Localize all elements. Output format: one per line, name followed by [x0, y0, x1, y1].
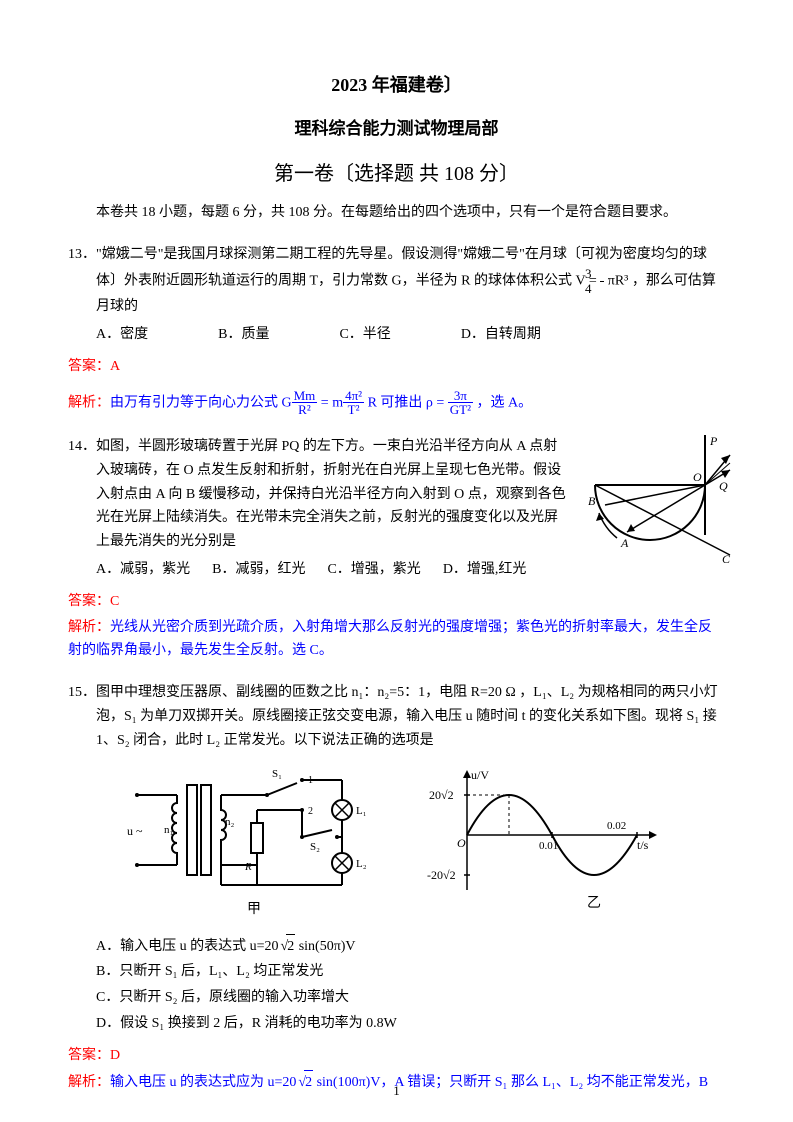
section-title: 第一卷〔选择题 共 108 分〕 — [68, 157, 725, 191]
question-14: 14．如图，半圆形玻璃砖置于光屏 PQ 的左下方。一束白光沿半径方向从 A 点射… — [68, 435, 725, 582]
frac-den: GT² — [448, 403, 473, 417]
frac3: 3πGT² — [448, 389, 473, 417]
frac1: MmR² — [292, 389, 318, 417]
q13-explanation: 解析：由万有引力等于向心力公式 GMmR² = m4π²T² R 可推出 ρ =… — [68, 389, 725, 417]
ytick2: -20√2 — [427, 868, 456, 882]
label-n2: n₂ — [225, 816, 235, 828]
q14-diagram: P Q O B A C — [585, 435, 735, 565]
q15-figures: u ~ n₁ n₂ S₁ 1 2 — [68, 765, 725, 920]
q13-opt-c: C．半径 — [339, 323, 390, 347]
frac-num: Mm — [292, 389, 318, 404]
q14-explanation: 解析：光线从光密介质到光疏介质，入射角增大那么反射光的强度增强；紫色光的折射率最… — [68, 616, 725, 664]
label-l1: L₁ — [356, 805, 367, 817]
q15-circuit-diagram: u ~ n₁ n₂ S₁ 1 2 — [127, 765, 377, 920]
expl-label: 解析： — [68, 620, 110, 635]
label-s2: S₂ — [310, 841, 320, 853]
q15-opt-a: A．输入电压 u 的表达式 u=202 sin(50π)V — [96, 934, 725, 959]
q15-options: A．输入电压 u 的表达式 u=202 sin(50π)V B．只断开 S₁ 后… — [68, 934, 725, 1036]
q14-opt-b: B．减弱，红光 — [212, 558, 305, 582]
origin: O — [457, 836, 466, 850]
expl-a: 由万有引力等于向心力公式 G — [110, 395, 292, 410]
q15-sine-graph: u/V t/s O 20√2 -20√2 0.01 0.02 乙 — [427, 765, 667, 920]
q15-text: 图甲中理想变压器原、副线圈的匝数之比 n₁：n₂=5：1，电阻 R=20 Ω ，… — [96, 685, 718, 748]
q13-opt-a: A．密度 — [96, 323, 148, 347]
label-s1: S₁ — [272, 768, 282, 780]
q14-text: 如图，半圆形玻璃砖置于光屏 PQ 的左下方。一束白光沿半径方向从 A 点射入玻璃… — [96, 439, 566, 549]
q15-num: 15． — [68, 685, 96, 700]
label-l2: L₂ — [356, 858, 367, 870]
label-p: P — [709, 435, 718, 448]
page-number: 1 — [0, 1080, 793, 1102]
caption-yi: 乙 — [587, 895, 601, 911]
q13-opt-d: D．自转周期 — [461, 323, 541, 347]
q15-answer: 答案：D — [68, 1044, 725, 1068]
q13-opt-b: B．质量 — [218, 323, 269, 347]
label-b: B — [588, 494, 596, 508]
ytick1: 20√2 — [429, 788, 454, 802]
q14-num: 14． — [68, 439, 96, 454]
frac-num: 4π² — [343, 389, 364, 404]
label-u: u ~ — [127, 824, 143, 838]
expl-c: R 可推出 ρ = — [364, 395, 448, 410]
q14-opt-d: D．增强,红光 — [443, 558, 527, 582]
exam-title: 2023 年福建卷〕 — [68, 70, 725, 101]
q13-num: 13． — [68, 247, 96, 262]
expl-text: 光线从光密介质到光疏介质，入射角增大那么反射光的强度增强；紫色光的折射率最大，发… — [68, 620, 712, 659]
expl-b: = m — [317, 395, 343, 410]
q15-opt-b: B．只断开 S₁ 后，L₁、L₂ 均正常发光 — [96, 960, 725, 984]
q13-options: A．密度 B．质量 C．半径 D．自转周期 — [68, 323, 725, 347]
q15-opt-d: D．假设 S₁ 换接到 2 后，R 消耗的电功率为 0.8W — [96, 1012, 725, 1036]
frac-den: T² — [343, 403, 364, 417]
frac-num: 3π — [448, 389, 473, 404]
frac2: 4π²T² — [343, 389, 364, 417]
q15-opt-c: C．只断开 S₂ 后，原线圈的输入功率增大 — [96, 986, 725, 1010]
xlabel: t/s — [637, 838, 649, 852]
q14-opt-a: A．减弱，紫光 — [96, 558, 190, 582]
label-r: R — [244, 861, 252, 873]
q14-answer: 答案：C — [68, 590, 725, 614]
ylabel: u/V — [471, 768, 489, 782]
opt-a-post: sin(50π)V — [295, 939, 355, 954]
q13-stem: 13．"嫦娥二号"是我国月球探测第二期工程的先导星。假设测得"嫦娥二号"在月球〔… — [68, 243, 725, 319]
caption-jia: 甲 — [247, 902, 261, 917]
q14-options: A．减弱，紫光 B．减弱，红光 C．增强，紫光 D．增强,红光 — [68, 558, 568, 582]
question-15: 15．图甲中理想变压器原、副线圈的匝数之比 n₁：n₂=5：1，电阻 R=20 … — [68, 681, 725, 1036]
sqrt-icon: 2 — [279, 934, 296, 959]
opt-a-pre: A．输入电压 u 的表达式 u=20 — [96, 939, 279, 954]
q15-stem: 15．图甲中理想变压器原、副线圈的匝数之比 n₁：n₂=5：1，电阻 R=20 … — [68, 681, 725, 752]
exam-subtitle: 理科综合能力测试物理局部 — [68, 115, 725, 144]
label-q: Q — [719, 479, 728, 493]
label-2: 2 — [308, 806, 313, 817]
label-n1: n₁ — [164, 824, 174, 836]
instructions: 本卷共 18 小题，每题 6 分，共 108 分。在每题给出的四个选项中，只有一… — [68, 201, 725, 225]
label-c: C — [722, 552, 731, 565]
q14-opt-c: C．增强，紫光 — [327, 558, 420, 582]
label-a: A — [620, 536, 629, 550]
label-o: O — [693, 470, 702, 484]
expl-d: ，选 A。 — [473, 395, 532, 410]
question-13: 13．"嫦娥二号"是我国月球探测第二期工程的先导星。假设测得"嫦娥二号"在月球〔… — [68, 243, 725, 347]
frac-den: R² — [292, 403, 318, 417]
expl-label: 解析： — [68, 395, 110, 410]
q14-stem: 14．如图，半圆形玻璃砖置于光屏 PQ 的左下方。一束白光沿半径方向从 A 点射… — [68, 435, 568, 554]
xtick2: 0.02 — [607, 820, 626, 832]
q13-answer: 答案：A — [68, 355, 725, 379]
